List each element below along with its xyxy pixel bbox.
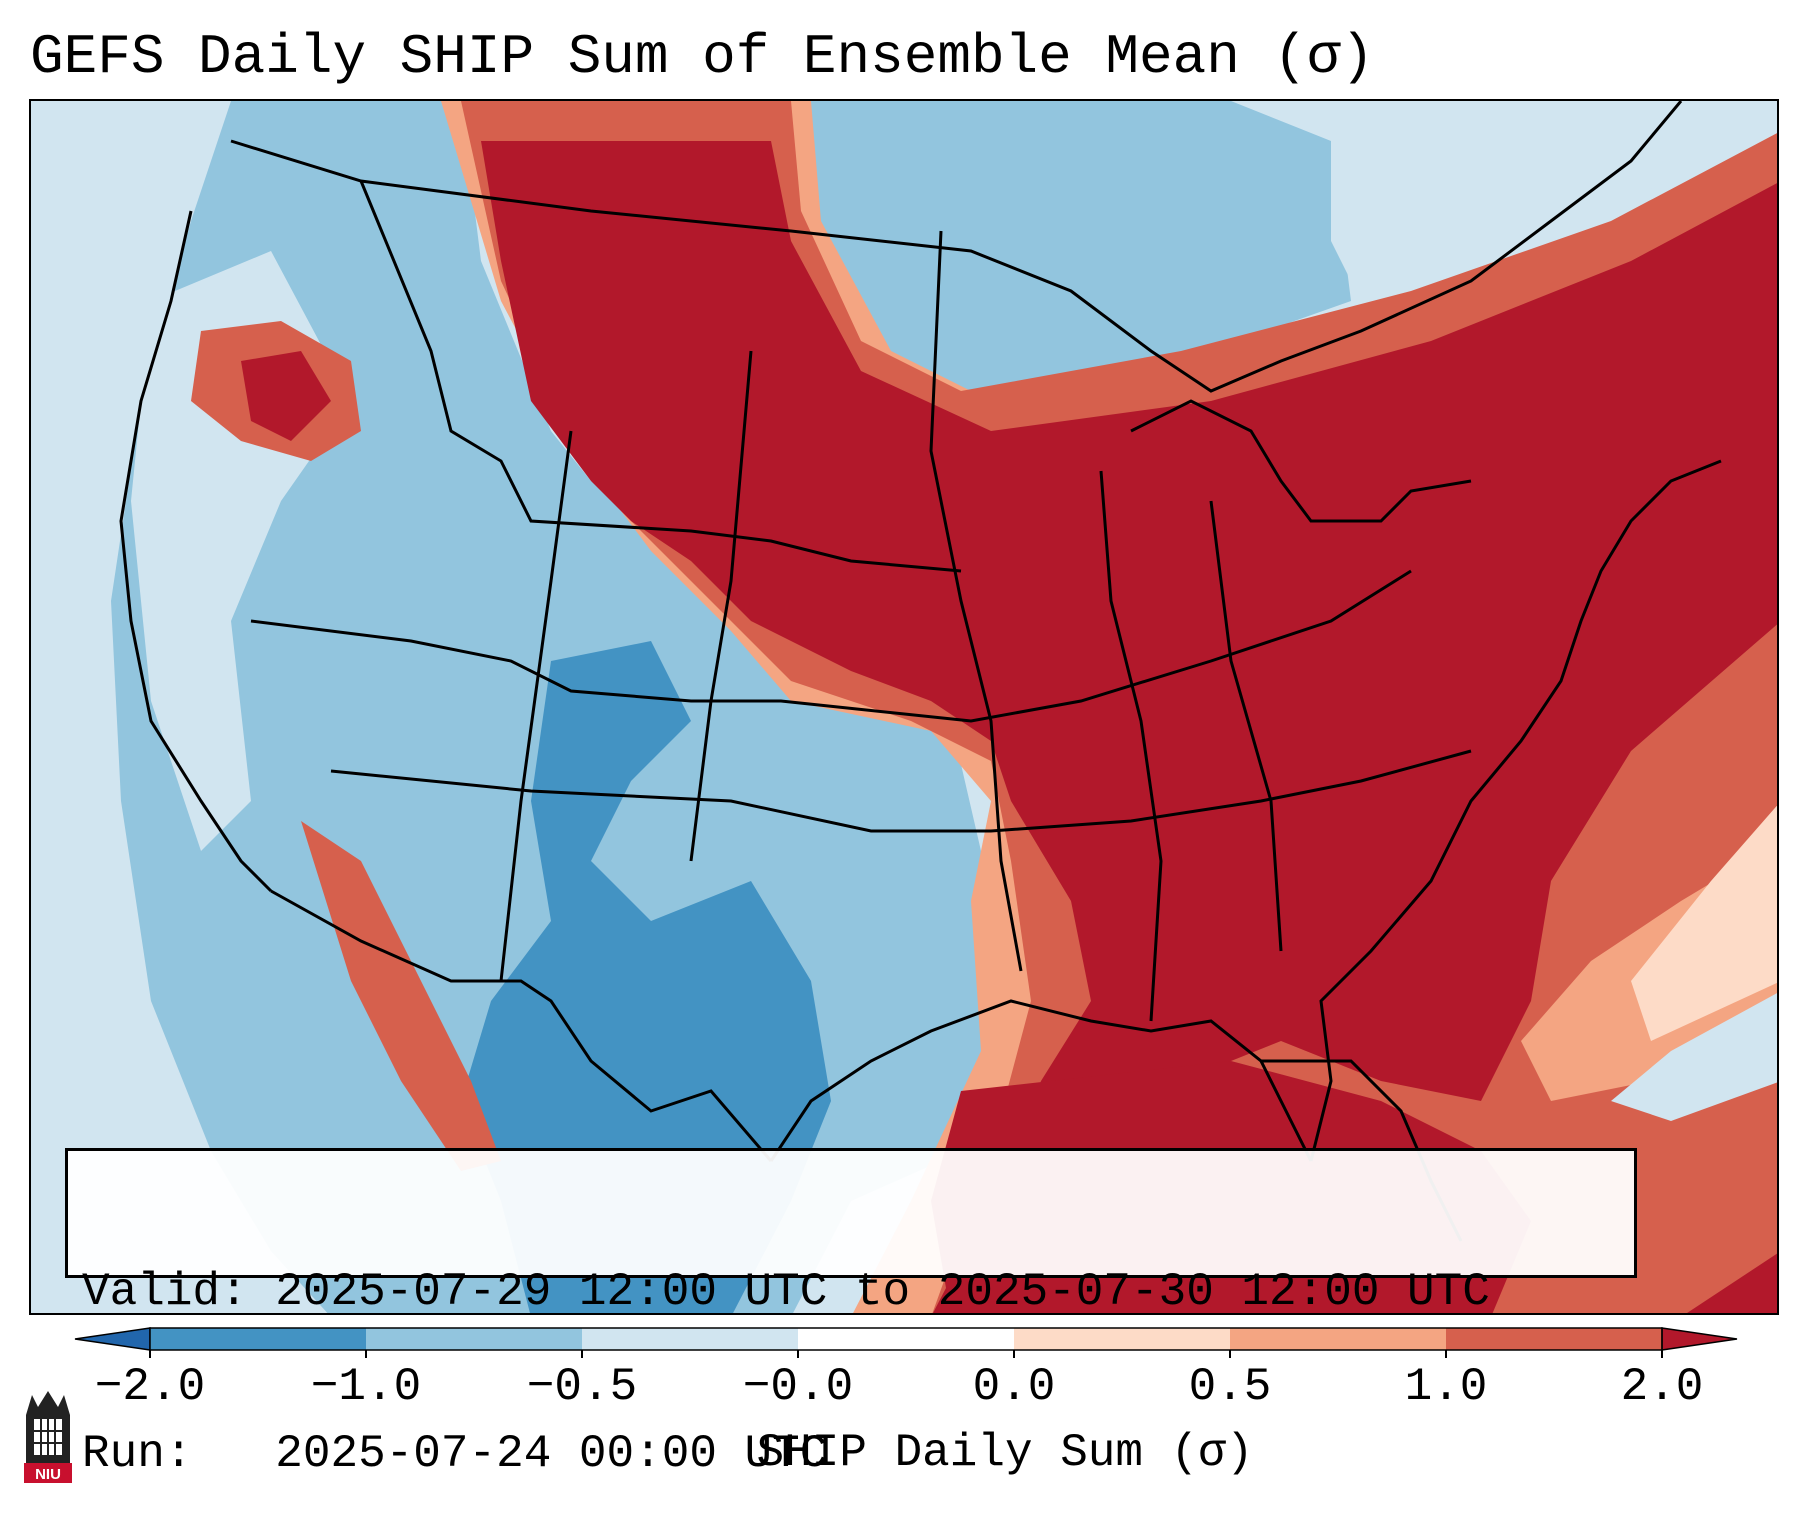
field-north-blue <box>811 101 1351 401</box>
colorbar-title: SHIP Daily Sum (σ) <box>756 1427 1254 1479</box>
valid-label: Valid: <box>82 1266 248 1318</box>
state-lines-5 <box>689 350 753 862</box>
figure-title: GEFS Daily SHIP Sum of Ensemble Mean (σ) <box>30 25 1375 89</box>
state-lines-1 <box>359 180 962 573</box>
colorbar-outline <box>149 1327 1663 1351</box>
run-text: 2025-07-24 00:00 UTC <box>275 1428 828 1480</box>
field-north-red <box>481 141 1777 1313</box>
colorbar-segment <box>1014 1328 1230 1350</box>
field-central-blue <box>461 641 831 1313</box>
colorbar-segment <box>1230 1328 1446 1350</box>
colorbar-extend-over <box>1661 1327 1738 1351</box>
field-baja-red <box>301 821 501 1171</box>
colorbar-ticks <box>149 1350 1663 1358</box>
tick-label-6: 0.5 <box>1188 1361 1272 1413</box>
niu-logo-grid <box>34 1419 62 1455</box>
state-lines-3 <box>330 749 1472 833</box>
run-row: Run: 2025-07-24 00:00 UTC <box>82 1427 1620 1481</box>
colorbar <box>74 1327 1738 1358</box>
east-coast <box>1309 459 1722 1162</box>
field-atlantic-light <box>1611 993 1777 1121</box>
validity-info-box: Valid: 2025-07-29 12:00 UTC to 2025-07-3… <box>65 1148 1637 1480</box>
tick-label-8: 2.0 <box>1620 1361 1704 1413</box>
colorbar-segment <box>150 1328 366 1350</box>
niu-logo: NIU <box>24 1391 72 1483</box>
state-lines-4 <box>499 430 573 982</box>
tick-label-5: 0.0 <box>972 1361 1056 1413</box>
us-mexico-border <box>270 889 773 1162</box>
colorbar-segment <box>1446 1328 1662 1350</box>
tick-label-3: −0.5 <box>526 1361 638 1413</box>
great-lakes <box>1130 399 1472 523</box>
west-coast <box>119 210 273 893</box>
tick-label-2: −1.0 <box>310 1361 422 1413</box>
colorbar-segment <box>366 1328 582 1350</box>
colorbar-segment <box>582 1328 798 1350</box>
state-lines-7 <box>1099 470 1163 1022</box>
field-atlantic-pale <box>1631 805 1777 1041</box>
field-northeast-light <box>1331 101 1671 321</box>
valid-text: 2025-07-29 12:00 UTC to 2025-07-30 12:00… <box>275 1266 1490 1318</box>
tick-label-4: −0.0 <box>742 1361 854 1413</box>
colorbar-segments <box>74 1327 1738 1351</box>
map-panel[interactable] <box>29 99 1779 1315</box>
state-lines-8 <box>1209 500 1283 952</box>
tick-label-1: −2.0 <box>94 1361 206 1413</box>
state-lines-2 <box>250 569 1412 723</box>
colorbar-segment <box>798 1328 1014 1350</box>
run-label: Run: <box>82 1428 193 1480</box>
tick-label-7: 1.0 <box>1404 1361 1488 1413</box>
niu-logo-banner <box>24 1463 72 1483</box>
map-canvas <box>31 101 1777 1313</box>
niu-logo-text: NIU <box>35 1466 61 1483</box>
colorbar-extend-under <box>74 1327 151 1351</box>
gulf-coast <box>769 999 1313 1162</box>
valid-row: Valid: 2025-07-29 12:00 UTC to 2025-07-3… <box>82 1265 1620 1319</box>
field-oregon-core <box>241 351 331 441</box>
us-canada-border <box>230 101 1683 393</box>
state-lines-6 <box>929 230 1023 972</box>
